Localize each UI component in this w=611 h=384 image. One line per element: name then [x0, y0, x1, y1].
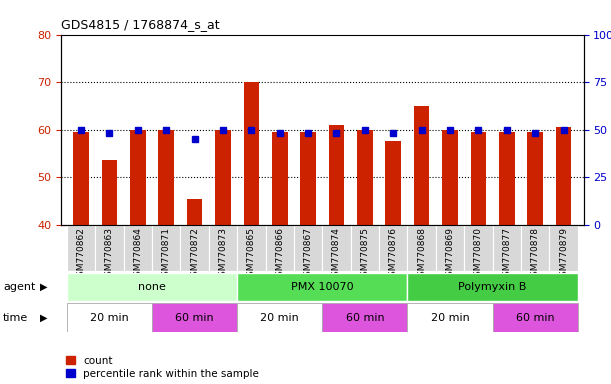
FancyBboxPatch shape: [323, 225, 351, 271]
Bar: [386, 141, 401, 384]
Bar: [499, 132, 514, 384]
Text: GSM770879: GSM770879: [559, 227, 568, 282]
Text: GSM770868: GSM770868: [417, 227, 426, 282]
FancyBboxPatch shape: [95, 225, 123, 271]
FancyBboxPatch shape: [152, 225, 180, 271]
Bar: [101, 161, 117, 384]
Bar: [470, 132, 486, 384]
Text: GSM770872: GSM770872: [190, 227, 199, 282]
FancyBboxPatch shape: [237, 225, 266, 271]
FancyBboxPatch shape: [294, 225, 323, 271]
FancyBboxPatch shape: [436, 225, 464, 271]
Bar: [527, 132, 543, 384]
FancyBboxPatch shape: [180, 225, 209, 271]
Text: GSM770862: GSM770862: [76, 227, 86, 282]
Bar: [556, 127, 571, 384]
Text: 20 min: 20 min: [90, 313, 129, 323]
FancyBboxPatch shape: [464, 225, 492, 271]
Bar: [442, 130, 458, 384]
Text: GSM770877: GSM770877: [502, 227, 511, 282]
FancyBboxPatch shape: [67, 303, 152, 332]
Text: GSM770874: GSM770874: [332, 227, 341, 282]
Text: 60 min: 60 min: [175, 313, 214, 323]
Bar: [158, 130, 174, 384]
Text: PMX 10070: PMX 10070: [291, 282, 354, 292]
FancyBboxPatch shape: [492, 303, 578, 332]
Text: GSM770867: GSM770867: [304, 227, 313, 282]
FancyBboxPatch shape: [351, 225, 379, 271]
Bar: [73, 132, 89, 384]
Bar: [300, 132, 316, 384]
Text: GSM770869: GSM770869: [445, 227, 455, 282]
Text: agent: agent: [3, 282, 35, 292]
Bar: [357, 130, 373, 384]
Bar: [329, 125, 345, 384]
Text: Polymyxin B: Polymyxin B: [458, 282, 527, 292]
FancyBboxPatch shape: [408, 225, 436, 271]
Legend: count, percentile rank within the sample: count, percentile rank within the sample: [67, 356, 259, 379]
Text: GSM770870: GSM770870: [474, 227, 483, 282]
Text: 60 min: 60 min: [346, 313, 384, 323]
Text: GSM770876: GSM770876: [389, 227, 398, 282]
Text: GSM770873: GSM770873: [218, 227, 227, 282]
FancyBboxPatch shape: [549, 225, 578, 271]
FancyBboxPatch shape: [266, 225, 294, 271]
Text: GSM770878: GSM770878: [531, 227, 540, 282]
Text: GSM770871: GSM770871: [162, 227, 170, 282]
Bar: [414, 106, 430, 384]
Text: time: time: [3, 313, 28, 323]
FancyBboxPatch shape: [323, 303, 408, 332]
Text: none: none: [138, 282, 166, 292]
FancyBboxPatch shape: [67, 225, 95, 271]
FancyBboxPatch shape: [408, 303, 492, 332]
Text: GSM770865: GSM770865: [247, 227, 256, 282]
FancyBboxPatch shape: [67, 273, 237, 301]
FancyBboxPatch shape: [152, 303, 237, 332]
FancyBboxPatch shape: [379, 225, 408, 271]
Bar: [130, 130, 145, 384]
Bar: [244, 82, 259, 384]
Text: ▶: ▶: [40, 313, 48, 323]
FancyBboxPatch shape: [408, 273, 578, 301]
FancyBboxPatch shape: [209, 225, 237, 271]
Text: GSM770875: GSM770875: [360, 227, 370, 282]
Text: GSM770866: GSM770866: [275, 227, 284, 282]
FancyBboxPatch shape: [492, 225, 521, 271]
Text: 20 min: 20 min: [431, 313, 469, 323]
Text: ▶: ▶: [40, 282, 48, 292]
Bar: [187, 199, 202, 384]
Text: 60 min: 60 min: [516, 313, 555, 323]
FancyBboxPatch shape: [237, 273, 408, 301]
Text: GSM770863: GSM770863: [105, 227, 114, 282]
Text: 20 min: 20 min: [260, 313, 299, 323]
Bar: [272, 132, 288, 384]
FancyBboxPatch shape: [237, 303, 323, 332]
FancyBboxPatch shape: [521, 225, 549, 271]
Bar: [215, 130, 231, 384]
FancyBboxPatch shape: [123, 225, 152, 271]
Text: GDS4815 / 1768874_s_at: GDS4815 / 1768874_s_at: [61, 18, 220, 31]
Text: GSM770864: GSM770864: [133, 227, 142, 282]
